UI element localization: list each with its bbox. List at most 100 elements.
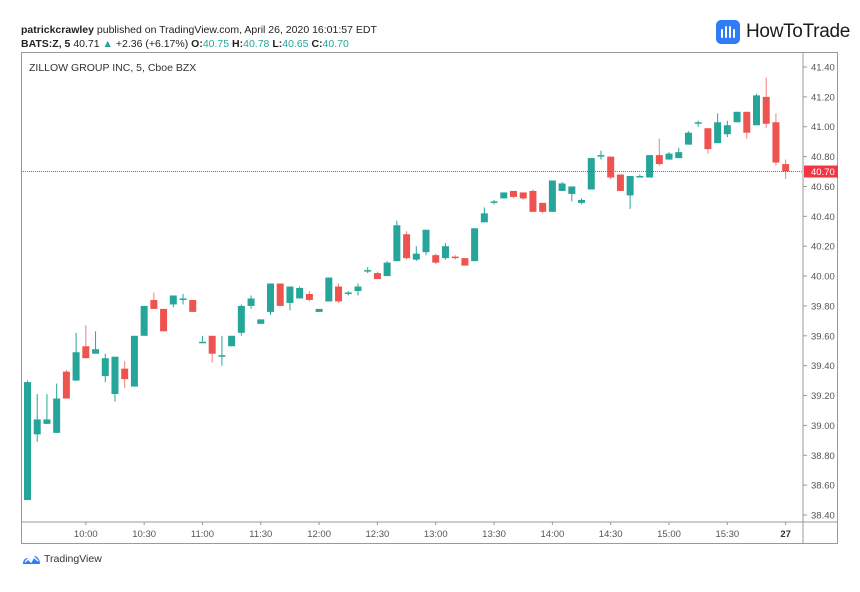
brand-name: HowToTrade xyxy=(746,21,851,42)
candle[interactable] xyxy=(43,394,51,424)
candle[interactable] xyxy=(179,293,187,305)
candle[interactable] xyxy=(140,305,148,336)
y-tick-label: 41.00 xyxy=(811,122,835,133)
candle[interactable] xyxy=(616,174,624,191)
x-tick-label: 12:00 xyxy=(307,529,331,540)
candle[interactable] xyxy=(412,246,420,262)
candle[interactable] xyxy=(150,292,158,309)
candle[interactable] xyxy=(694,120,702,127)
candle[interactable] xyxy=(626,176,634,209)
candle[interactable] xyxy=(33,394,41,442)
candle[interactable] xyxy=(422,229,430,256)
candle[interactable] xyxy=(296,286,304,299)
candle[interactable] xyxy=(432,253,440,265)
candle[interactable] xyxy=(753,93,760,126)
candle[interactable] xyxy=(743,111,751,139)
chart-frame xyxy=(21,52,838,544)
candle[interactable] xyxy=(121,361,129,389)
candle[interactable] xyxy=(675,147,683,159)
candle[interactable] xyxy=(72,332,80,381)
candle[interactable] xyxy=(568,186,576,202)
candle[interactable] xyxy=(373,271,381,280)
candle[interactable] xyxy=(198,335,206,344)
candle[interactable] xyxy=(344,290,352,296)
low-value: 40.65 xyxy=(282,38,309,50)
candle[interactable] xyxy=(364,267,372,274)
low-label: L: xyxy=(272,38,283,50)
candle[interactable] xyxy=(276,283,284,306)
candle[interactable] xyxy=(461,258,469,266)
y-tick-label: 40.20 xyxy=(811,242,835,253)
candle[interactable] xyxy=(247,295,255,309)
candle[interactable] xyxy=(228,335,236,347)
candle[interactable] xyxy=(597,150,605,160)
candle[interactable] xyxy=(53,383,61,433)
candle[interactable] xyxy=(782,159,790,179)
candle[interactable] xyxy=(403,231,411,260)
candle[interactable] xyxy=(607,156,615,179)
candle[interactable] xyxy=(335,283,343,303)
candle[interactable] xyxy=(500,192,508,199)
candle[interactable] xyxy=(383,261,391,277)
candle[interactable] xyxy=(24,380,31,501)
candle[interactable] xyxy=(684,131,692,145)
candle[interactable] xyxy=(490,199,498,205)
candle[interactable] xyxy=(646,155,654,178)
candle[interactable] xyxy=(237,304,245,336)
candle[interactable] xyxy=(257,319,265,324)
candle[interactable] xyxy=(665,152,673,160)
candle[interactable] xyxy=(723,120,731,138)
candle[interactable] xyxy=(92,331,100,354)
candle[interactable] xyxy=(471,228,479,262)
author-name[interactable]: patrickcrawley xyxy=(21,24,94,36)
candle[interactable] xyxy=(539,202,547,214)
candle[interactable] xyxy=(655,138,663,166)
candle[interactable] xyxy=(169,295,177,308)
high-label: H: xyxy=(232,38,244,50)
candle[interactable] xyxy=(130,335,138,387)
candle[interactable] xyxy=(101,353,109,383)
candle[interactable] xyxy=(393,220,401,262)
candle[interactable] xyxy=(558,181,566,191)
candle[interactable] xyxy=(762,77,770,129)
candle[interactable] xyxy=(315,308,323,312)
candle[interactable] xyxy=(305,290,313,302)
candle[interactable] xyxy=(111,356,119,402)
axes: 41.40 41.20 41.00 40.80 40.60 40.40 40.20 40.00… xyxy=(21,52,838,544)
candle[interactable] xyxy=(733,111,741,123)
candle[interactable] xyxy=(529,189,537,212)
candle[interactable] xyxy=(451,255,459,260)
x-tick-label: 10:00 xyxy=(74,529,98,540)
up-arrow-icon: ▲ xyxy=(102,38,113,50)
candle[interactable] xyxy=(519,192,527,200)
current-price-line: 40.70 xyxy=(21,165,838,178)
candle[interactable] xyxy=(578,198,586,205)
candle[interactable] xyxy=(548,180,556,212)
candle[interactable] xyxy=(714,113,722,144)
candle[interactable] xyxy=(441,243,449,260)
candle[interactable] xyxy=(286,286,294,311)
candle[interactable] xyxy=(772,113,780,166)
y-tick-label: 39.60 xyxy=(811,331,835,342)
tradingview-brand[interactable]: TradingView xyxy=(22,553,102,565)
candle[interactable] xyxy=(62,370,70,399)
candle[interactable] xyxy=(325,277,333,302)
y-tick-label: 39.80 xyxy=(811,301,835,312)
candle[interactable] xyxy=(587,158,595,190)
candle[interactable] xyxy=(354,283,362,296)
candle[interactable] xyxy=(82,325,90,359)
y-tick-label: 39.40 xyxy=(811,361,835,372)
y-tick-label: 41.40 xyxy=(811,63,835,74)
candle[interactable] xyxy=(208,335,216,363)
candle[interactable] xyxy=(189,299,197,312)
candle[interactable] xyxy=(218,335,226,366)
candle[interactable] xyxy=(636,174,644,178)
quote-line: BATS:Z, 5 40.71 ▲ +2.36 (+6.17%) O:40.75… xyxy=(21,37,377,51)
candle[interactable] xyxy=(704,128,712,154)
candle[interactable] xyxy=(160,308,168,332)
candle[interactable] xyxy=(510,190,517,199)
candle[interactable] xyxy=(480,207,488,223)
close-label: C: xyxy=(311,38,323,50)
candle[interactable] xyxy=(267,283,274,315)
